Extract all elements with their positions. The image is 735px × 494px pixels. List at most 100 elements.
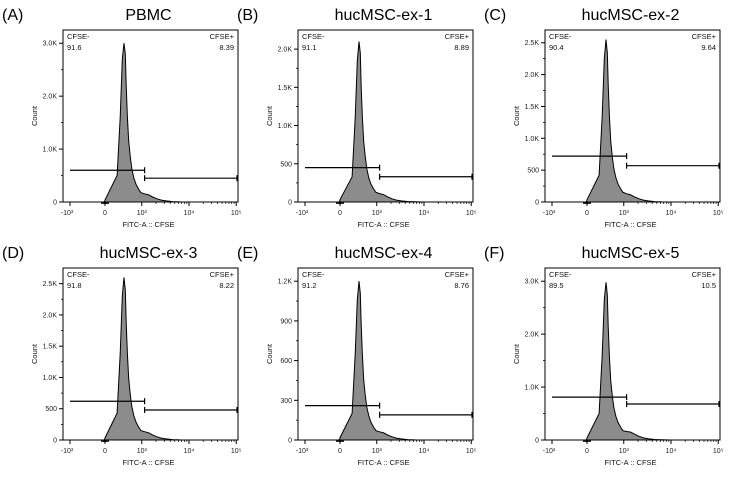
- plot-frame: [62, 29, 239, 203]
- y-tick-label: 2.0K: [525, 332, 540, 339]
- histogram-area: [103, 43, 190, 203]
- x-axis-label: FITC-A :: CFSE: [122, 220, 174, 229]
- gate-percent: 91.8: [67, 281, 82, 290]
- y-tick-label: 1.2K: [278, 279, 293, 286]
- x-tick-label: 10⁴: [184, 210, 195, 217]
- panel-title: hucMSC-ex-3: [100, 245, 198, 262]
- x-tick-label: 0: [585, 448, 589, 455]
- plot-frame: [62, 267, 239, 441]
- gate-name: CFSE-: [549, 32, 572, 41]
- gate-name: CFSE+: [445, 32, 470, 41]
- plot-frame: [544, 29, 721, 203]
- y-axis-label: Count: [512, 105, 521, 126]
- panel-label: (E): [237, 245, 258, 262]
- y-tick-label: 0: [288, 438, 292, 445]
- histogram-area: [336, 41, 425, 203]
- y-axis-label: Count: [30, 105, 39, 126]
- histogram-area: [585, 282, 672, 441]
- x-tick-label: 10³: [137, 448, 148, 455]
- x-tick-label: 10⁵: [231, 210, 242, 217]
- gate-percent: 8.22: [219, 281, 234, 290]
- x-tick-label: -10³: [543, 448, 556, 455]
- y-tick-label: 2.0K: [43, 94, 58, 101]
- y-tick-label: 1.0K: [278, 123, 293, 130]
- x-axis-label: FITC-A :: CFSE: [122, 458, 174, 467]
- y-tick-label: 0: [535, 438, 539, 445]
- x-tick-label: 10³: [372, 210, 383, 217]
- gate-percent: 89.5: [549, 281, 564, 290]
- y-tick-label: 900: [280, 318, 292, 325]
- y-tick-label: 0: [288, 200, 292, 207]
- x-tick-label: 0: [585, 210, 589, 217]
- y-tick-label: 2.0K: [43, 312, 58, 319]
- y-tick-label: 1.0K: [43, 375, 58, 382]
- histogram-area: [583, 39, 672, 203]
- y-tick-label: 1.0K: [43, 147, 58, 154]
- gate-name: CFSE-: [302, 270, 325, 279]
- y-tick-label: 0: [53, 438, 57, 445]
- y-tick-label: 3.0K: [525, 279, 540, 286]
- panel-a: (A) PBMC 0 1.0K 2.0K 3.0K -10³ 0 10³ 10⁴ 10⁵ FITC-A…: [2, 7, 242, 229]
- x-tick-label: 10⁴: [184, 448, 195, 455]
- plot-frame: [297, 267, 474, 441]
- y-tick-label: 2.5K: [525, 40, 540, 47]
- panel-title: hucMSC-ex-5: [582, 245, 680, 262]
- y-tick-label: 1.5K: [278, 85, 293, 92]
- x-tick-label: 10⁵: [713, 210, 724, 217]
- y-tick-label: 2.0K: [525, 72, 540, 79]
- panel-f: (F) hucMSC-ex-5 0 1.0K 2.0K 3.0K -10³ 0 10³ 10⁴ 10…: [484, 245, 724, 467]
- x-tick-label: 10³: [137, 210, 148, 217]
- gate-percent: 9.64: [701, 43, 716, 52]
- x-tick-label: 10⁴: [419, 210, 430, 217]
- gate-name: CFSE-: [549, 270, 572, 279]
- panel-label: (B): [237, 7, 258, 24]
- x-tick-label: -10³: [61, 448, 74, 455]
- panel-d: (D) hucMSC-ex-3 0 500 1.0K 1.5K 2.0K 2.5K -10³ 0 1…: [2, 245, 242, 467]
- gate-name: CFSE+: [692, 32, 717, 41]
- y-tick-label: 1.0K: [525, 385, 540, 392]
- y-tick-label: 1.0K: [525, 136, 540, 143]
- x-tick-label: -10³: [543, 210, 556, 217]
- panel-label: (A): [2, 7, 23, 24]
- y-tick-label: 3.0K: [43, 41, 58, 48]
- y-axis-label: Count: [265, 105, 274, 126]
- x-tick-label: 0: [103, 210, 107, 217]
- x-tick-label: 10⁵: [713, 448, 724, 455]
- x-tick-label: 0: [338, 448, 342, 455]
- x-tick-label: 10³: [372, 448, 383, 455]
- panel-label: (D): [2, 245, 24, 262]
- panel-title: hucMSC-ex-4: [335, 245, 433, 262]
- x-axis-label: FITC-A :: CFSE: [357, 458, 409, 467]
- gate-percent: 91.1: [302, 43, 317, 52]
- x-tick-label: -10³: [296, 210, 309, 217]
- x-tick-label: 10⁵: [466, 448, 477, 455]
- gate-percent: 8.89: [454, 43, 469, 52]
- y-axis-label: Count: [30, 343, 39, 364]
- y-tick-label: 500: [527, 168, 539, 175]
- y-tick-label: 1.5K: [525, 104, 540, 111]
- y-tick-label: 0: [535, 200, 539, 207]
- plot-frame: [544, 267, 721, 441]
- x-tick-label: 0: [338, 210, 342, 217]
- y-tick-label: 1.5K: [43, 344, 58, 351]
- gate-percent: 91.6: [67, 43, 82, 52]
- x-tick-label: -10³: [61, 210, 74, 217]
- x-axis-label: FITC-A :: CFSE: [604, 220, 656, 229]
- gate-name: CFSE+: [210, 270, 235, 279]
- gate-name: CFSE-: [67, 32, 90, 41]
- x-tick-label: 10⁴: [666, 210, 677, 217]
- y-axis-label: Count: [265, 343, 274, 364]
- x-tick-label: 0: [103, 448, 107, 455]
- histogram-area: [101, 277, 190, 441]
- y-tick-label: 600: [280, 358, 292, 365]
- gate-percent: 90.4: [549, 43, 564, 52]
- panel-b: (B) hucMSC-ex-1 0 500 1.0K 1.5K 2.0K -10³ 0 10³ 10…: [237, 7, 477, 229]
- panel-c: (C) hucMSC-ex-2 0 500 1.0K 1.5K 2.0K 2.5K -10³ 0 1…: [484, 7, 724, 229]
- panel-title: PBMC: [125, 7, 171, 24]
- gate-name: CFSE+: [445, 270, 470, 279]
- panel-title: hucMSC-ex-2: [582, 7, 680, 24]
- y-tick-label: 300: [280, 398, 292, 405]
- gate-percent: 10.5: [701, 281, 716, 290]
- gate-name: CFSE-: [67, 270, 90, 279]
